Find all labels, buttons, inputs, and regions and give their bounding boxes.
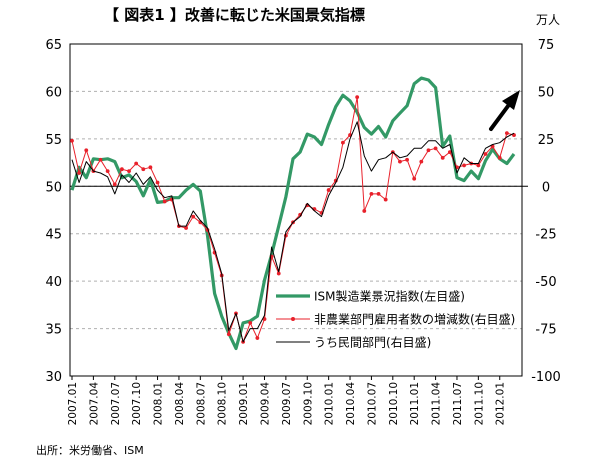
right-tick-label: 50	[538, 85, 555, 100]
series-point	[341, 140, 345, 145]
right-tick-label: -100	[531, 370, 561, 385]
series-point	[70, 138, 74, 143]
x-tick-label: 2008.10	[217, 382, 229, 425]
x-tick-label: 2011.10	[473, 382, 485, 425]
x-tick-label: 2009.01	[238, 382, 250, 425]
series-point	[483, 152, 488, 156]
legend-entry: 非農業部門雇用者数の増減数(右目盛)	[314, 312, 515, 327]
x-tick-label: 2011.07	[452, 382, 464, 425]
series-point	[226, 332, 231, 337]
series-point	[255, 336, 260, 340]
series-lines	[70, 76, 516, 351]
right-tick-label: 75	[538, 38, 555, 53]
x-tick-label: 2007.07	[110, 382, 122, 425]
right-tick-label: -75	[535, 323, 556, 338]
series-point	[141, 167, 146, 172]
x-tick-label: 2007.01	[67, 382, 79, 425]
legend: ISM製造業景況指数(左目盛) 非農業部門雇用者数の増減数(右目盛) うち民間部門(…	[276, 289, 515, 350]
x-tick-label: 2011.01	[409, 382, 421, 425]
x-tick-label: 2008.04	[174, 382, 186, 426]
series-point	[476, 163, 481, 168]
series-point	[326, 188, 331, 192]
series-point	[504, 131, 509, 136]
legend-entry: うち民間部門(右目盛)	[314, 335, 431, 350]
series-point	[383, 197, 388, 202]
series-point	[162, 199, 167, 204]
series-point	[105, 169, 110, 174]
left-tick-label: 50	[45, 180, 62, 195]
plot-frame	[69, 43, 523, 377]
series-point	[447, 150, 452, 155]
series-point	[112, 182, 117, 187]
x-tick-label: 2007.04	[88, 382, 100, 426]
x-tick-label: 2008.01	[153, 382, 165, 425]
series-point	[120, 167, 124, 172]
series-point	[276, 271, 281, 276]
right-tick-label: 0	[542, 180, 550, 195]
series-line	[71, 121, 515, 343]
x-tick-label: 2007.10	[131, 382, 143, 425]
x-tick-label: 2012.01	[495, 382, 507, 425]
series-point	[426, 148, 431, 153]
series-point	[155, 180, 160, 185]
up-arrow-shaft	[489, 100, 513, 131]
x-tick-label: 2008.07	[195, 382, 207, 425]
series-point	[376, 191, 381, 196]
axes: 30 35 40 45 50 55 60 65 -100 -75 -50 -25 0 25 50 75 万人 20…	[45, 13, 560, 425]
series-line	[70, 76, 516, 351]
left-tick-label: 35	[45, 323, 62, 338]
series-point	[369, 191, 374, 196]
x-tick-label: 2009.10	[302, 382, 314, 425]
left-tick-label: 30	[45, 370, 62, 385]
right-axis-unit: 万人	[536, 13, 560, 27]
left-tick-label: 45	[45, 228, 62, 243]
series-point	[355, 95, 360, 100]
series-point	[184, 226, 188, 230]
chart-title: 【 図表1 】改善に転じた米国景気指標	[104, 6, 365, 24]
series-point	[405, 157, 409, 162]
x-tick-label: 2010.04	[345, 382, 357, 426]
left-tick-label: 40	[45, 275, 62, 290]
series-point	[398, 159, 402, 164]
series-point	[362, 209, 367, 213]
x-tick-label: 2010.07	[366, 382, 378, 425]
left-tick-label: 60	[45, 85, 62, 100]
right-tick-label: -25	[535, 228, 556, 243]
series-line	[71, 96, 515, 343]
x-tick-label: 2011.04	[431, 382, 443, 426]
series-point	[191, 214, 196, 219]
x-tick-label: 2010.01	[324, 382, 336, 425]
series-point	[77, 171, 82, 175]
x-tick-label: 2009.04	[259, 382, 271, 426]
series-point	[412, 176, 417, 181]
series-point	[248, 320, 253, 325]
series-point	[134, 161, 139, 166]
series-point	[419, 159, 424, 164]
series-point	[98, 157, 103, 162]
right-tick-label: 25	[538, 133, 555, 148]
up-arrow-head	[502, 90, 520, 110]
left-tick-label: 55	[45, 133, 62, 148]
x-tick-label: 2009.07	[281, 382, 293, 425]
right-tick-label: -50	[535, 275, 556, 290]
source-note: 出所：米労働省、ISM	[36, 444, 144, 457]
series-point	[497, 155, 502, 160]
series-point	[433, 146, 438, 151]
annotations	[489, 90, 520, 131]
series-point	[462, 163, 466, 168]
series-point	[127, 169, 131, 174]
series-point	[84, 148, 89, 153]
legend-entry: ISM製造業景況指数(左目盛)	[314, 289, 465, 304]
series-point	[148, 165, 153, 170]
series-point	[440, 155, 445, 160]
x-tick-label: 2010.10	[388, 382, 400, 425]
left-tick-label: 65	[45, 38, 62, 53]
legend-swatch-marker	[291, 317, 295, 321]
